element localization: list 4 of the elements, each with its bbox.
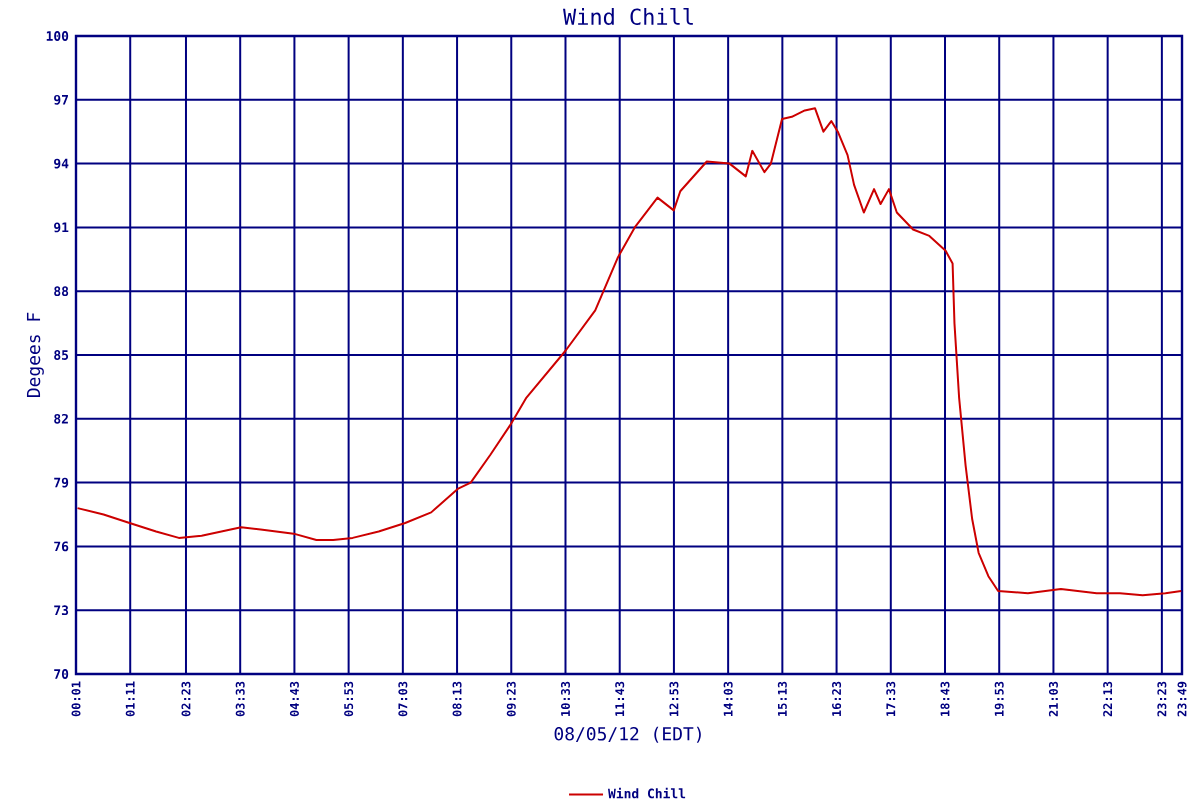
x-axis-title: 08/05/12 (EDT) (554, 726, 701, 743)
y-axis-title: Degees F (26, 312, 44, 397)
line-series (76, 107, 1183, 597)
chart-title: Wind Chill (563, 7, 693, 26)
